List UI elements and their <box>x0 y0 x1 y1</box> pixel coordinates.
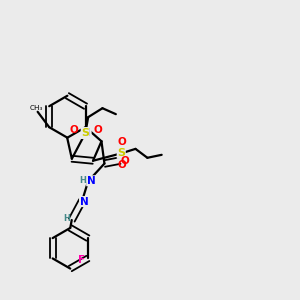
Text: O: O <box>70 125 78 135</box>
Text: O: O <box>118 160 126 170</box>
Text: F: F <box>78 255 85 265</box>
Text: CH₃: CH₃ <box>29 105 43 111</box>
Text: O: O <box>118 137 126 147</box>
Text: S: S <box>81 128 89 139</box>
Text: H: H <box>63 214 70 223</box>
Text: N: N <box>87 176 95 186</box>
Text: N: N <box>80 196 88 207</box>
Text: O: O <box>93 125 102 135</box>
Text: O: O <box>121 156 130 166</box>
Text: S: S <box>117 148 125 158</box>
Text: N: N <box>82 128 91 137</box>
Text: H: H <box>79 176 86 185</box>
